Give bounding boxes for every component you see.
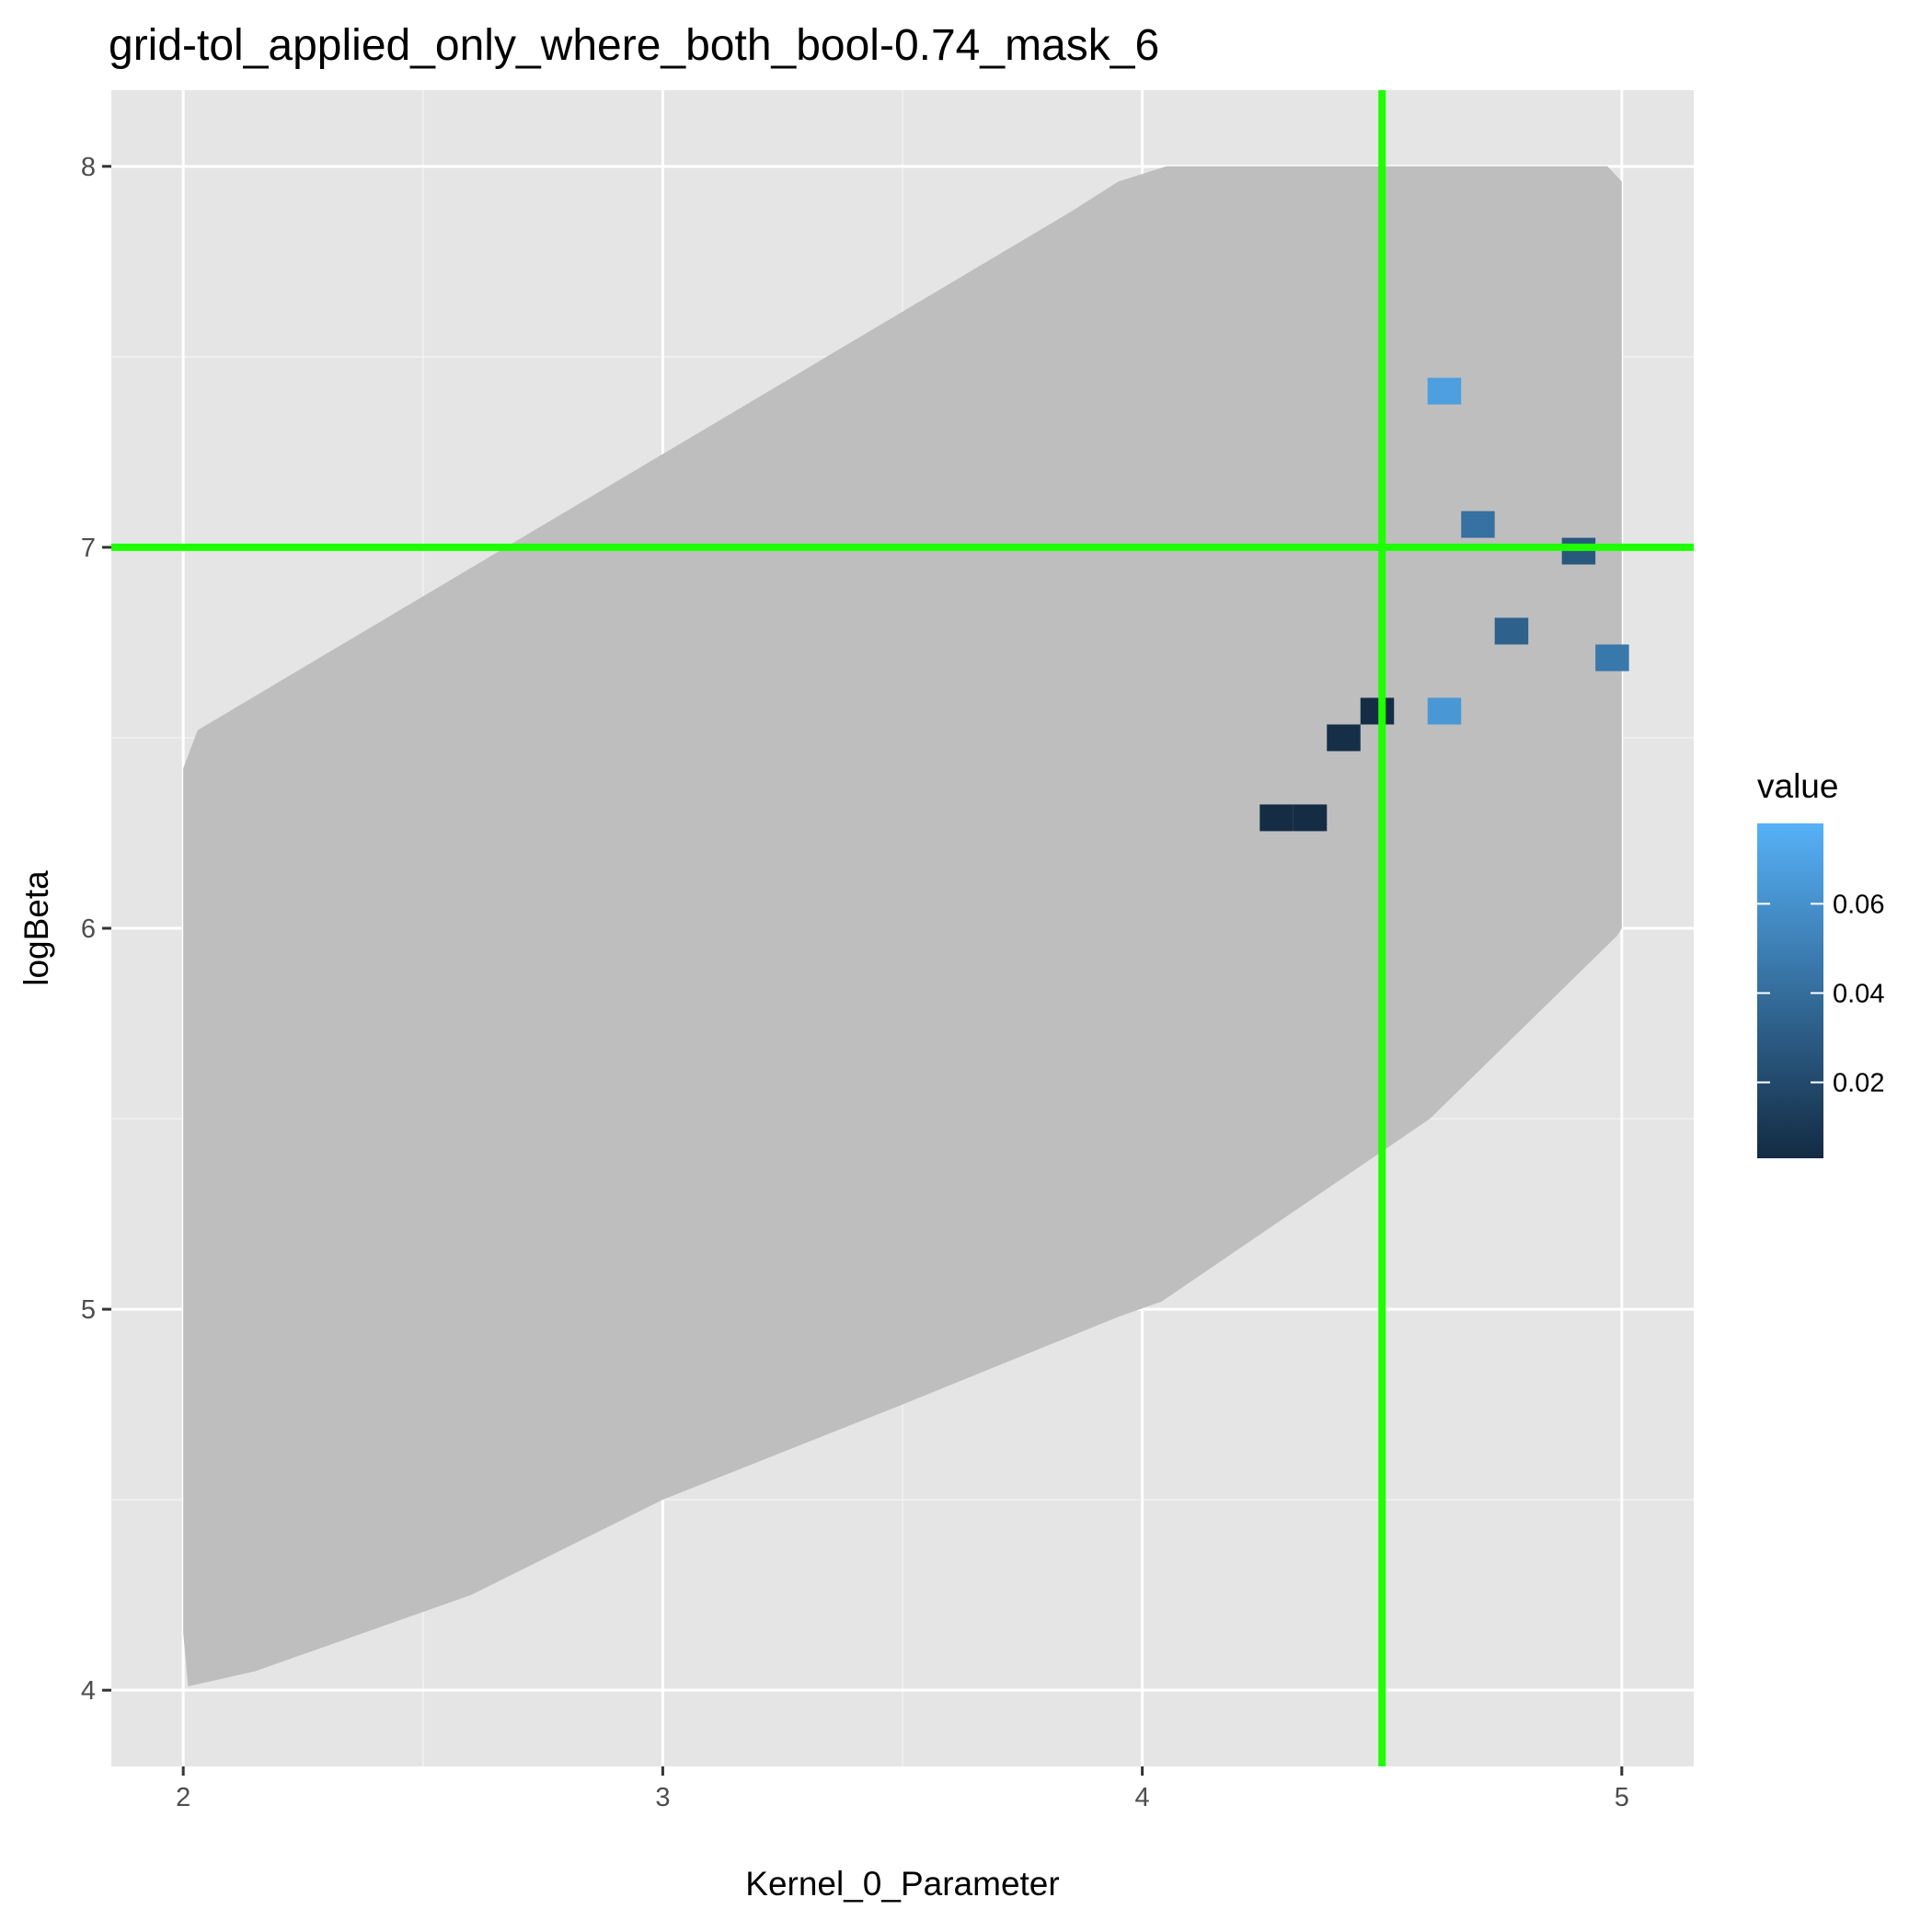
heatmap-tile	[1427, 697, 1462, 725]
y-tick-label: 8	[81, 153, 96, 182]
heatmap-tile	[1259, 804, 1294, 832]
heatmap-tile	[1293, 804, 1328, 832]
x-tick-label: 2	[176, 1783, 190, 1812]
heatmap-tile	[1494, 617, 1529, 645]
heatmap-tile	[1461, 511, 1495, 538]
x-tick-label: 4	[1135, 1783, 1150, 1812]
x-axis-title: Kernel_0_Parameter	[745, 1865, 1059, 1903]
legend-tick-label: 0.02	[1833, 1068, 1884, 1098]
x-tick-label: 3	[655, 1783, 670, 1812]
y-tick-label: 7	[81, 534, 96, 563]
heatmap-tile	[1595, 644, 1629, 672]
legend: value 0.02 0.04 0.06	[1757, 767, 1884, 1158]
y-tick-label: 5	[81, 1295, 96, 1325]
y-tick-label: 6	[81, 914, 96, 944]
x-tick-label: 5	[1615, 1783, 1629, 1812]
y-axis: 4 5 6 7 8	[81, 153, 111, 1706]
legend-ticks: 0.02 0.04 0.06	[1757, 890, 1884, 1098]
y-axis-title: logBeta	[17, 870, 55, 986]
chart-title: grid-tol_applied_only_where_both_bool-0.…	[109, 21, 1159, 70]
tiles-layer	[1259, 377, 1629, 832]
heatmap-tile	[1427, 377, 1462, 405]
x-axis: 2 3 4 5	[176, 1766, 1629, 1812]
legend-tick-label: 0.04	[1833, 979, 1884, 1008]
heatmap-tile	[1360, 697, 1395, 725]
reference-lines	[111, 90, 1694, 1766]
legend-title: value	[1757, 767, 1838, 805]
legend-colorbar	[1757, 823, 1823, 1158]
heatmap-tile	[1561, 537, 1596, 565]
heatmap-tile	[1327, 724, 1361, 752]
y-tick-label: 4	[81, 1676, 96, 1706]
legend-tick-label: 0.06	[1833, 890, 1884, 919]
